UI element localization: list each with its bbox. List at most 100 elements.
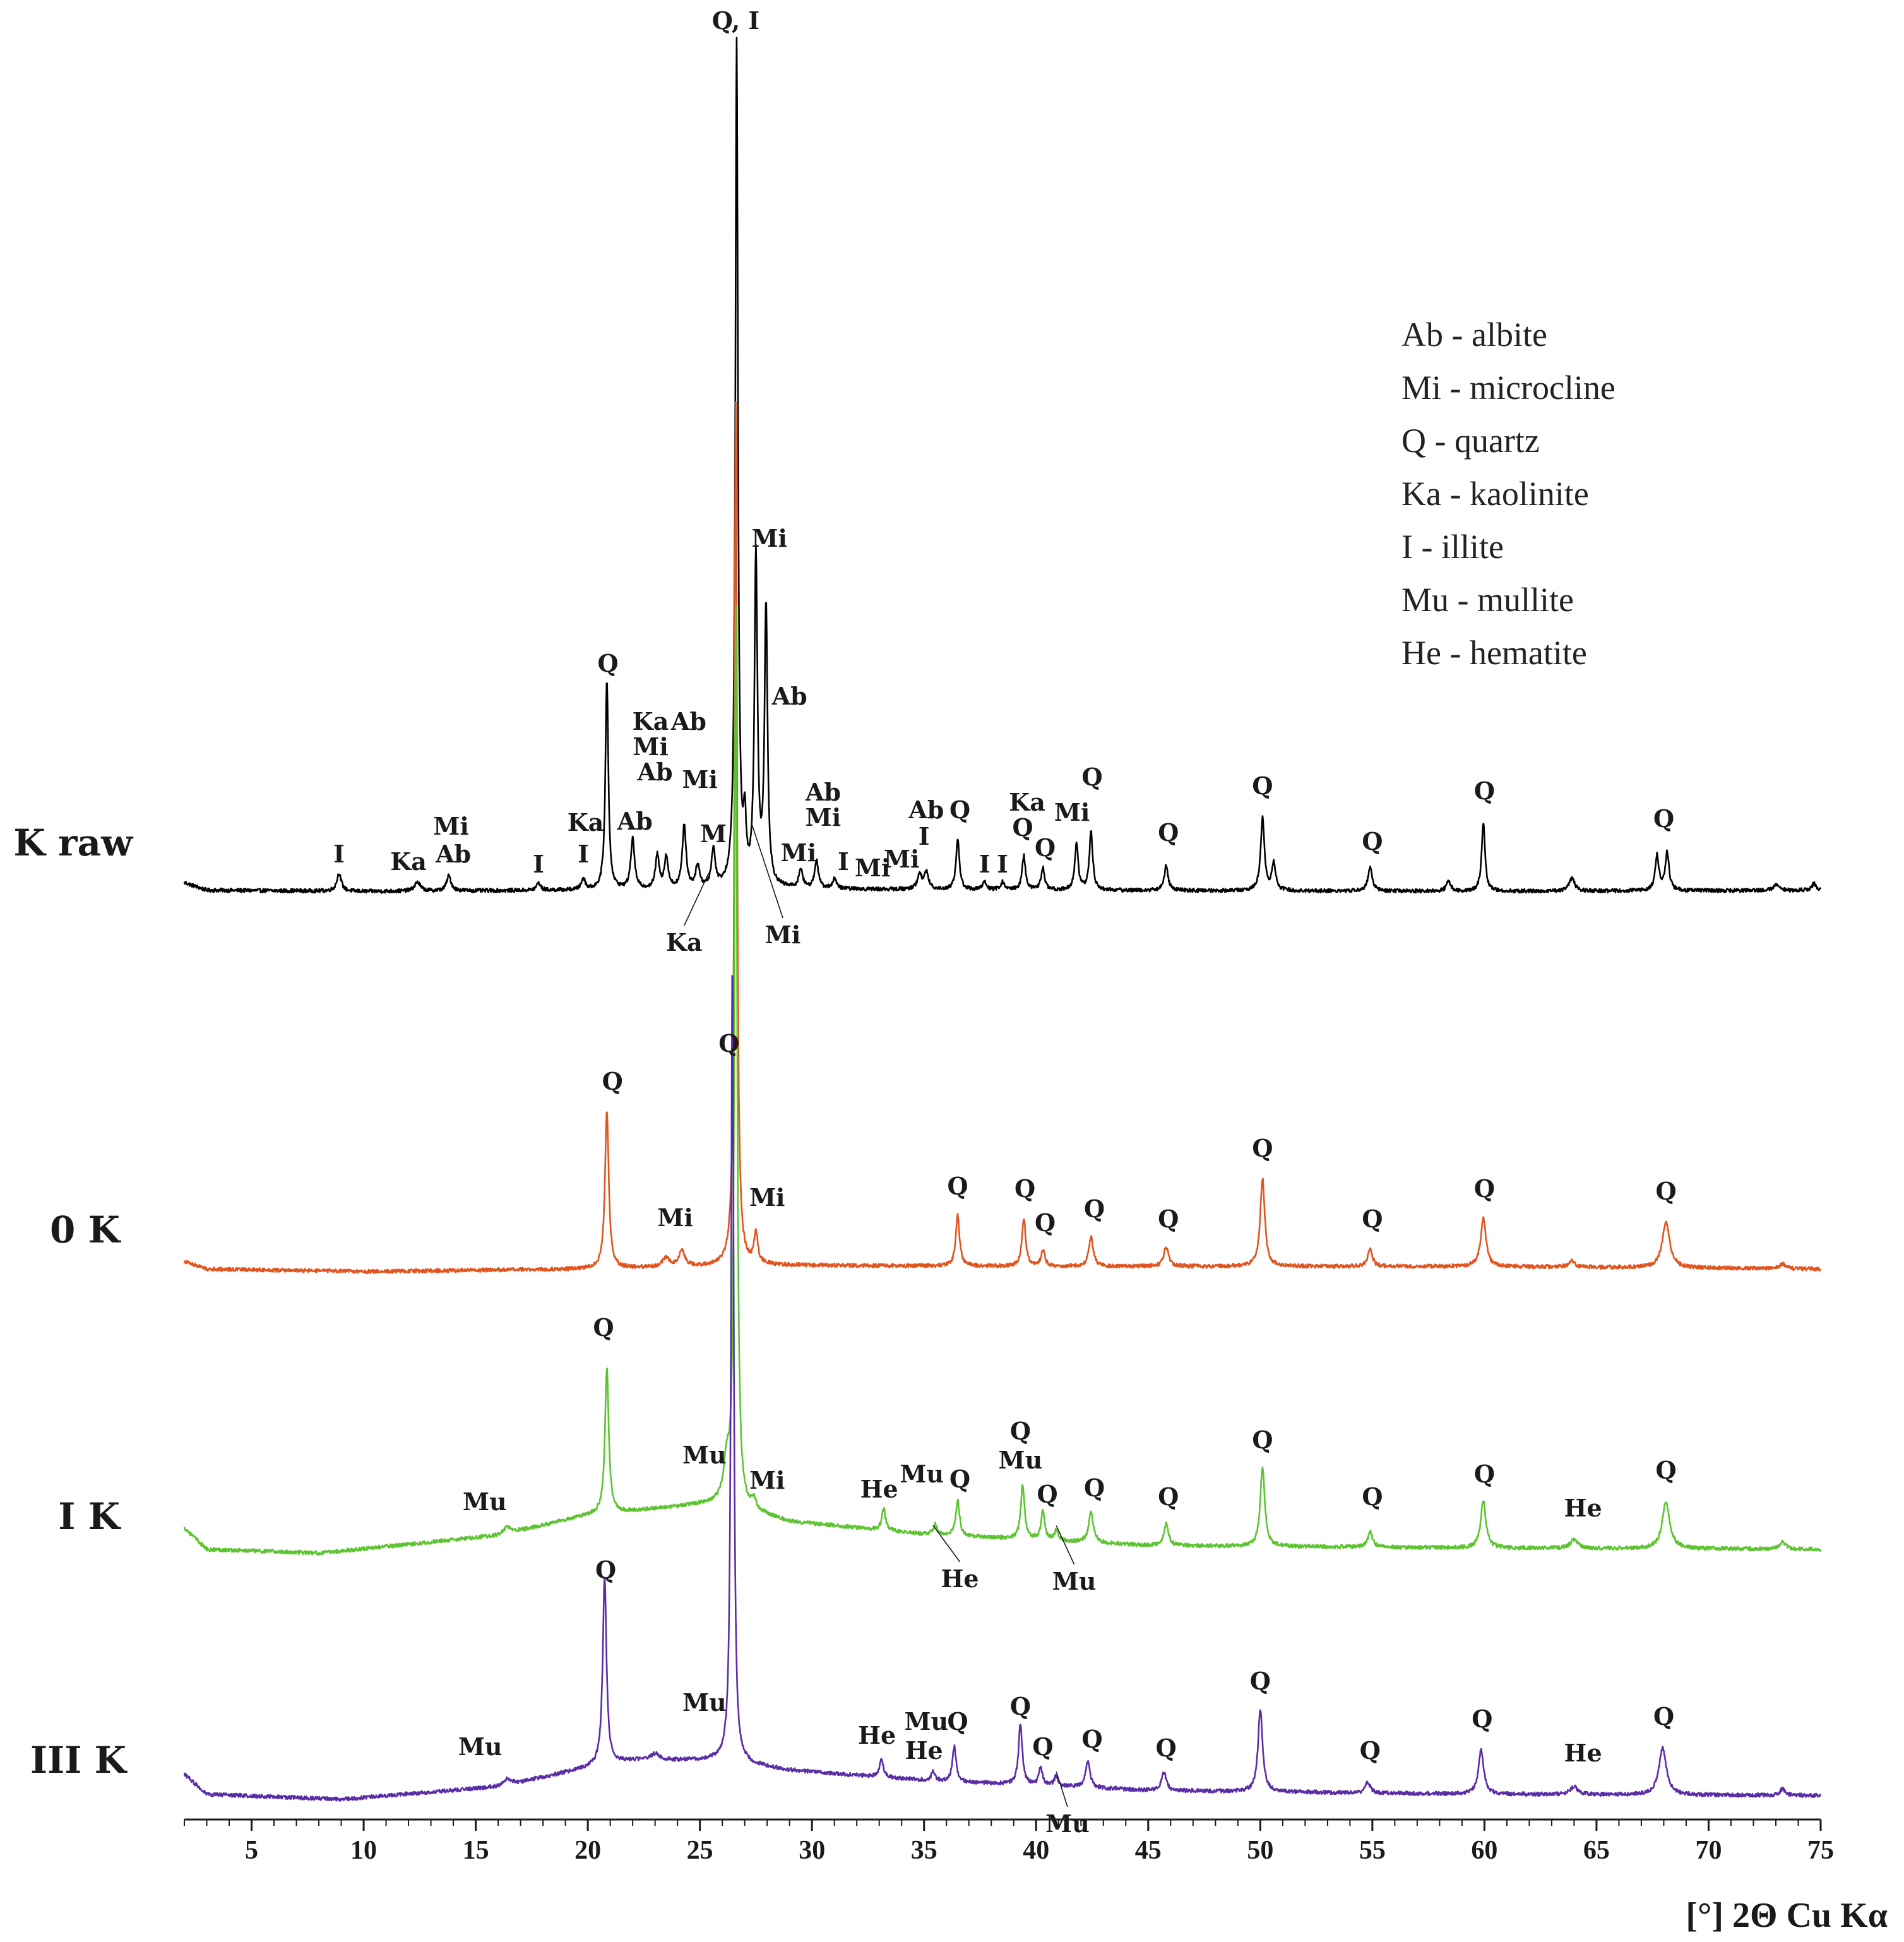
peak-label: Q xyxy=(1010,1692,1031,1720)
peak-label: He xyxy=(858,1721,896,1749)
peak-label: Q xyxy=(1474,777,1495,805)
peak-label: Ab xyxy=(617,807,653,835)
peak-label: Q xyxy=(1014,1174,1035,1203)
peak-label: Ab xyxy=(637,758,673,786)
peak-label: Q xyxy=(1474,1460,1495,1488)
x-axis-title: [°] 2Θ Cu Kα xyxy=(1686,1896,1888,1935)
legend-entry: Q - quartz xyxy=(1401,422,1540,460)
peak-label: Mi xyxy=(749,1183,785,1212)
peak-label: I xyxy=(979,850,991,878)
x-axis-ticks: 5 10 15 20 25 30 35 40 45 50 55 60 65 70 75 xyxy=(184,1820,1834,1865)
peak-label: Q xyxy=(1360,1736,1381,1765)
peak-label: Q xyxy=(1653,1702,1674,1731)
peak-label: I xyxy=(533,850,544,878)
peak-label: Q xyxy=(1035,833,1056,862)
x-tick-label: 65 xyxy=(1583,1836,1610,1865)
peak-label: Q xyxy=(1037,1480,1057,1508)
x-tick-label: 60 xyxy=(1471,1836,1497,1865)
peak-label: Ka xyxy=(390,847,427,876)
trace-0-k xyxy=(183,401,1821,1274)
peak-label: Q xyxy=(1252,1426,1273,1454)
peak-label: Mu xyxy=(900,1460,944,1488)
peak-label: Mu xyxy=(999,1446,1043,1474)
peak-label: Mi xyxy=(657,1203,693,1232)
peak-label: Mi xyxy=(433,812,469,840)
trace-k-raw xyxy=(183,37,1822,894)
x-tick-label: 55 xyxy=(1359,1836,1386,1865)
peak-label: I xyxy=(333,840,345,868)
peak-label: I xyxy=(838,847,849,876)
peak-label: Mu xyxy=(682,1441,727,1469)
peak-label: Mi xyxy=(884,845,920,873)
peak-label: Q xyxy=(947,1172,968,1200)
peak-label: Mu xyxy=(682,1688,727,1717)
peak-label: Q xyxy=(1250,1667,1271,1695)
x-tick-label: 50 xyxy=(1247,1836,1273,1865)
peak-label: Q xyxy=(1158,1482,1179,1511)
peak-label: I xyxy=(997,850,1008,878)
leader-line xyxy=(1056,1771,1068,1808)
series-labels: K raw 0 K I K III K xyxy=(13,821,134,1782)
peak-label: He xyxy=(941,1564,979,1593)
peak-label: Q xyxy=(1474,1174,1495,1203)
x-tick-label: 70 xyxy=(1695,1836,1722,1865)
legend-entry: Mu - mullite xyxy=(1401,581,1574,619)
peak-label: Q xyxy=(602,1067,623,1095)
legend-entry: Ab - albite xyxy=(1401,316,1547,354)
peak-label: Q xyxy=(1032,1732,1053,1761)
peak-label: Ab xyxy=(435,840,471,868)
x-axis: 5 10 15 20 25 30 35 40 45 50 55 60 65 70 75 xyxy=(184,1818,1834,1865)
peak-label: Q xyxy=(1084,1474,1105,1502)
leader-line xyxy=(932,1525,961,1563)
peak-label: Ab xyxy=(805,778,841,806)
trace-i-k xyxy=(183,605,1822,1556)
peak-label: Q xyxy=(1655,1177,1676,1205)
peak-label: Ab xyxy=(670,707,706,736)
peak-label: Q xyxy=(1012,813,1033,842)
peak-label: He xyxy=(1564,1739,1602,1767)
peak-label: Q xyxy=(598,649,619,677)
x-tick-label: 75 xyxy=(1807,1836,1834,1865)
peak-label: Mi xyxy=(1054,798,1090,826)
series-label: III K xyxy=(30,1739,128,1782)
peak-label: Q xyxy=(1653,804,1674,833)
peak-label: Q xyxy=(1158,1205,1179,1233)
peak-label: I xyxy=(919,822,930,850)
peak-label: He xyxy=(905,1736,943,1765)
peak-label: Q xyxy=(1252,1134,1273,1162)
peak-label: Ab xyxy=(771,682,807,710)
series-label: 0 K xyxy=(50,1208,122,1251)
peak-label: Mu xyxy=(904,1707,948,1736)
peak-label: Q xyxy=(593,1313,614,1342)
leader-line xyxy=(1056,1525,1075,1565)
peak-label: Ka xyxy=(666,928,703,956)
peak-label: Mi xyxy=(765,920,801,949)
series-label: I K xyxy=(58,1495,121,1538)
legend-entry: Ka - kaolinite xyxy=(1401,475,1589,513)
peak-label: Ka xyxy=(1009,788,1045,816)
peak-label: Q, I xyxy=(712,6,759,35)
peak-label: Ka xyxy=(568,808,604,837)
peak-label: Ab xyxy=(908,795,944,824)
peak-label: Mu xyxy=(463,1487,507,1516)
leader-line xyxy=(751,823,783,919)
peak-label: Mu xyxy=(1052,1567,1097,1595)
x-tick-label: 45 xyxy=(1135,1836,1162,1865)
peak-label: He xyxy=(1564,1494,1602,1522)
peak-label: Q xyxy=(1084,1194,1105,1223)
peak-label: Mi xyxy=(749,1466,785,1494)
x-tick-label: 35 xyxy=(911,1836,937,1865)
leader-line xyxy=(684,872,710,926)
trace-iii-k xyxy=(183,975,1822,1802)
peak-label: Mi xyxy=(751,524,787,552)
diffraction-traces xyxy=(183,37,1822,1802)
x-tick-label: 20 xyxy=(574,1836,601,1865)
peak-label: Q xyxy=(1010,1417,1031,1445)
peak-label: Q xyxy=(1362,827,1383,855)
peak-label: Q xyxy=(1472,1705,1492,1733)
x-tick-label: 40 xyxy=(1023,1836,1049,1865)
legend-entry: Mi - microcline xyxy=(1401,369,1615,407)
peak-label: Q xyxy=(949,1465,970,1493)
